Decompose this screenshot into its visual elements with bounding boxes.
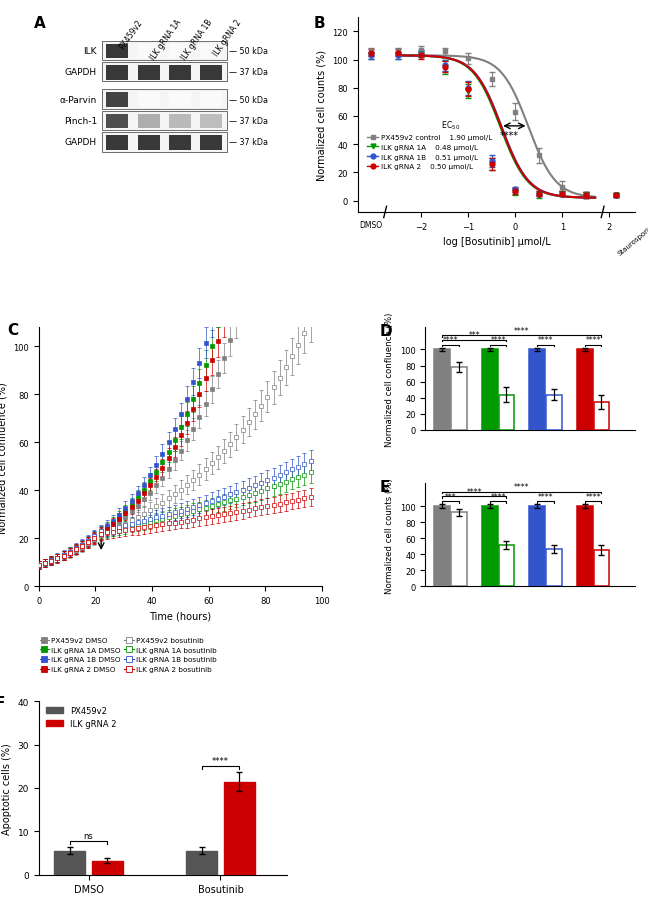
- Text: A: A: [34, 16, 46, 31]
- Text: — 37 kDa: — 37 kDa: [229, 68, 268, 77]
- Text: ILK gRNA 2: ILK gRNA 2: [211, 18, 243, 58]
- Bar: [102, 90, 227, 109]
- Text: PX459v2: PX459v2: [117, 18, 144, 51]
- Text: — 50 kDa: — 50 kDa: [229, 46, 268, 56]
- Text: ****: ****: [491, 492, 506, 501]
- Bar: [594, 403, 609, 430]
- Text: ***: ***: [469, 331, 480, 340]
- Y-axis label: Normalized cell confluence (%): Normalized cell confluence (%): [0, 382, 8, 533]
- Bar: [224, 782, 255, 875]
- Text: ns: ns: [84, 831, 93, 840]
- Text: ****: ****: [500, 131, 518, 141]
- Text: ****: ****: [538, 336, 553, 345]
- Text: ****: ****: [514, 483, 529, 492]
- Text: — 50 kDa: — 50 kDa: [229, 96, 268, 105]
- Bar: [169, 93, 191, 107]
- Bar: [137, 45, 159, 59]
- Bar: [92, 861, 123, 875]
- Bar: [577, 507, 592, 587]
- Bar: [200, 45, 222, 59]
- Bar: [546, 395, 562, 430]
- Bar: [102, 63, 227, 82]
- Bar: [186, 851, 217, 875]
- Bar: [102, 111, 227, 131]
- Bar: [577, 350, 592, 430]
- Bar: [106, 115, 128, 129]
- Y-axis label: Apoptotic cells (%): Apoptotic cells (%): [2, 742, 12, 834]
- Y-axis label: Normalized cell counts (%): Normalized cell counts (%): [317, 50, 327, 181]
- Text: D: D: [379, 323, 392, 338]
- Text: ILK: ILK: [84, 46, 97, 56]
- Bar: [451, 513, 467, 587]
- Bar: [594, 550, 609, 587]
- Text: α-Parvin: α-Parvin: [60, 96, 97, 105]
- Text: ****: ****: [585, 492, 601, 501]
- Legend: PX459v2, ILK gRNA 2: PX459v2, ILK gRNA 2: [43, 702, 119, 732]
- Legend: PX459v2 control    1.90 μmol/L, ILK gRNA 1A    0.48 μmol/L, ILK gRNA 1B    0.51 : PX459v2 control 1.90 μmol/L, ILK gRNA 1A…: [364, 117, 495, 173]
- Bar: [200, 136, 222, 150]
- Bar: [200, 93, 222, 107]
- Legend: PX459v2 DMSO, ILK gRNA 1A DMSO, ILK gRNA 1B DMSO, ILK gRNA 2 DMSO, PX459v2 bosut: PX459v2 DMSO, ILK gRNA 1A DMSO, ILK gRNA…: [37, 635, 220, 675]
- Text: ILK gRNA 1B: ILK gRNA 1B: [180, 18, 214, 62]
- Text: GAPDH: GAPDH: [65, 68, 97, 77]
- Bar: [102, 133, 227, 152]
- Text: F: F: [0, 695, 5, 710]
- Bar: [434, 350, 450, 430]
- Text: Staurosporine: Staurosporine: [616, 221, 648, 257]
- Bar: [106, 136, 128, 150]
- Text: ****: ****: [491, 336, 506, 345]
- Text: — 37 kDa: — 37 kDa: [229, 138, 268, 148]
- Bar: [498, 395, 515, 430]
- Text: ****: ****: [212, 756, 229, 765]
- Bar: [54, 851, 85, 875]
- Bar: [137, 66, 159, 80]
- Bar: [137, 136, 159, 150]
- Bar: [169, 115, 191, 129]
- Text: ****: ****: [514, 326, 529, 335]
- Bar: [169, 136, 191, 150]
- Text: ****: ****: [443, 336, 458, 345]
- Y-axis label: Normalized cell confluence (%): Normalized cell confluence (%): [386, 312, 395, 446]
- Bar: [137, 93, 159, 107]
- Bar: [137, 115, 159, 129]
- Y-axis label: Normalized cell counts (%): Normalized cell counts (%): [386, 477, 395, 593]
- Text: ****: ****: [467, 487, 482, 496]
- Text: ****: ****: [585, 336, 601, 345]
- Text: E: E: [379, 480, 389, 495]
- Bar: [529, 507, 545, 587]
- Text: DMSO: DMSO: [359, 221, 382, 230]
- Bar: [106, 45, 128, 59]
- Text: GAPDH: GAPDH: [65, 138, 97, 148]
- Bar: [102, 42, 227, 61]
- Text: — 37 kDa: — 37 kDa: [229, 117, 268, 126]
- Text: Pinch-1: Pinch-1: [64, 117, 97, 126]
- X-axis label: Time (hours): Time (hours): [149, 611, 211, 621]
- Bar: [169, 66, 191, 80]
- Bar: [498, 545, 515, 587]
- Text: ILK gRNA 1A: ILK gRNA 1A: [148, 18, 183, 62]
- Bar: [200, 115, 222, 129]
- Text: ****: ****: [538, 492, 553, 501]
- Text: B: B: [314, 16, 325, 31]
- Bar: [169, 45, 191, 59]
- Bar: [482, 350, 498, 430]
- Bar: [529, 350, 545, 430]
- Text: C: C: [8, 322, 19, 337]
- Bar: [106, 66, 128, 80]
- Bar: [482, 507, 498, 587]
- Bar: [451, 368, 467, 430]
- Text: ***: ***: [445, 492, 456, 501]
- Bar: [106, 93, 128, 107]
- Bar: [434, 507, 450, 587]
- X-axis label: log [Bosutinib] μmol/L: log [Bosutinib] μmol/L: [443, 237, 550, 247]
- Bar: [546, 549, 562, 587]
- Bar: [200, 66, 222, 80]
